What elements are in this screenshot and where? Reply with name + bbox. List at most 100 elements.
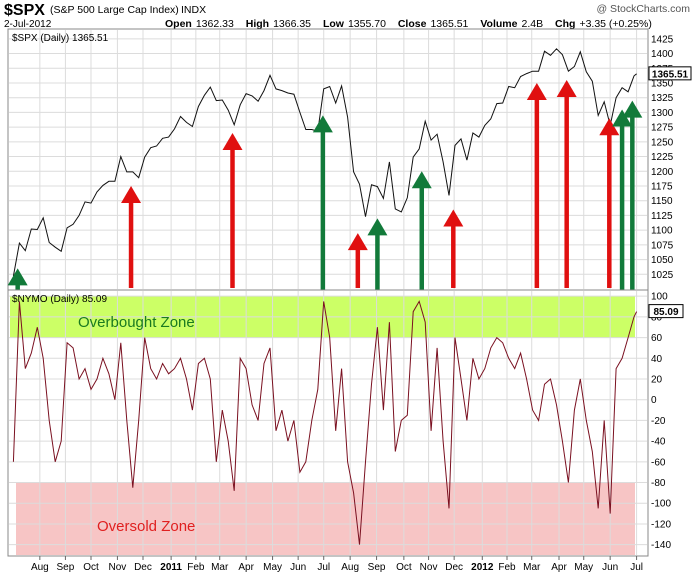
up-arrow-head xyxy=(367,218,388,236)
price-y-tick: 1075 xyxy=(651,240,674,251)
price-y-tick: 1175 xyxy=(651,181,673,192)
x-tick-label: Nov xyxy=(109,562,127,573)
stat-label: Low xyxy=(323,18,345,30)
exchange-label: INDX xyxy=(181,4,206,16)
x-tick-label: Apr xyxy=(551,562,567,573)
x-tick-label: May xyxy=(263,562,282,573)
price-y-tick: 1025 xyxy=(651,270,674,281)
stat-label: High xyxy=(246,18,269,30)
signal-arrows xyxy=(7,80,643,300)
chart-header: $SPX (S&P 500 Large Cap Index) INDX @ St… xyxy=(4,2,690,30)
x-tick-label: Mar xyxy=(523,562,541,573)
up-arrow-head xyxy=(612,109,633,127)
nymo-last-value-box xyxy=(648,304,684,319)
down-arrow-head xyxy=(599,118,620,136)
oversold-zone-label: Oversold Zone xyxy=(97,518,195,535)
date-label: 2-Jul-2012 xyxy=(4,19,52,30)
price-y-tick: 1325 xyxy=(651,93,674,104)
x-tick-label: 2011 xyxy=(160,562,182,573)
date-x-axis: Aug Sep Oct Nov Dec 2011 Feb Mar Apr May Jun Jul Aug… xyxy=(31,556,643,573)
down-arrow-head xyxy=(443,209,464,227)
nymo-y-tick: 60 xyxy=(651,333,663,344)
x-tick-label: Jul xyxy=(317,562,330,573)
price-y-tick: 1125 xyxy=(651,211,673,222)
stat-value: 1366.35 xyxy=(273,18,311,30)
price-y-tick: 1250 xyxy=(651,137,674,148)
price-y-tick: 1200 xyxy=(651,167,674,178)
stat-label: Close xyxy=(398,18,427,30)
up-arrow-head xyxy=(622,100,643,118)
x-tick-label: Apr xyxy=(238,562,254,573)
spx-price-panel: 1025 1050 1075 1100 1125 1150 1175 1200 1225 1250… xyxy=(7,28,692,300)
x-tick-label: Sep xyxy=(57,562,75,573)
price-y-tick: 1350 xyxy=(651,78,674,89)
nymo-gridlines xyxy=(9,291,647,555)
x-tick-label: Sep xyxy=(368,562,386,573)
price-y-tick: 1275 xyxy=(651,123,674,134)
up-arrow-head xyxy=(7,268,28,286)
overbought-zone-label: Overbought Zone xyxy=(78,314,195,331)
price-panel-frame xyxy=(7,28,649,291)
spx-price-line xyxy=(12,48,637,277)
x-tick-label: Aug xyxy=(31,562,49,573)
spx-legend: $SPX (Daily) 1365.51 xyxy=(12,33,109,44)
nymo-line xyxy=(12,300,638,545)
nymo-y-axis: -140-120-100-80-60-40-20020406080100 xyxy=(651,292,671,551)
spx-last-value: 1365.51 xyxy=(652,69,689,80)
stockcharts-watermark: @ StockCharts.com xyxy=(596,3,690,15)
stat-value: 2.4B xyxy=(521,18,543,30)
symbol-title: $SPX xyxy=(4,2,45,19)
nymo-y-tick: 40 xyxy=(651,354,663,365)
down-arrow-head xyxy=(526,82,547,100)
x-tick-label: Oct xyxy=(83,562,99,573)
x-tick-label: Oct xyxy=(396,562,412,573)
x-tick-label: Feb xyxy=(498,562,516,573)
x-tick-label: Nov xyxy=(420,562,438,573)
x-tick-label: Mar xyxy=(211,562,229,573)
nymo-y-tick: -120 xyxy=(651,519,671,530)
down-arrow-head xyxy=(556,80,577,98)
stat-label: Chg xyxy=(555,18,575,30)
stat-label: Volume xyxy=(480,18,517,30)
nymo-y-tick: 20 xyxy=(651,375,663,386)
nymo-y-tick: -60 xyxy=(651,457,666,468)
symbol-name: (S&P 500 Large Cap Index) xyxy=(50,4,179,16)
nymo-legend: $NYMO (Daily) 85.09 xyxy=(12,294,107,305)
nymo-y-tick: 100 xyxy=(651,292,668,303)
up-arrow-head xyxy=(312,115,333,133)
price-y-tick: 1050 xyxy=(651,255,674,266)
price-y-tick: 1400 xyxy=(651,49,674,60)
down-arrow-head xyxy=(347,233,368,251)
nymo-y-tick: -80 xyxy=(651,478,666,489)
stat-value: +3.35 (+0.25%) xyxy=(579,18,651,30)
nymo-y-tick: -140 xyxy=(651,540,671,551)
x-tick-label: May xyxy=(574,562,593,573)
nymo-y-tick: -20 xyxy=(651,416,666,427)
x-tick-label: Jun xyxy=(290,562,306,573)
price-y-axis: 1025 1050 1075 1100 1125 1150 1175 1200 1225 1250… xyxy=(651,34,674,280)
x-tick-label: Dec xyxy=(445,562,463,573)
nymo-y-tick: -40 xyxy=(651,437,666,448)
x-tick-label: 2012 xyxy=(471,562,494,573)
x-tick-label: Dec xyxy=(134,562,152,573)
x-tick-label: Jun xyxy=(602,562,618,573)
price-y-tick: 1300 xyxy=(651,108,674,119)
ohlc-stats: Open 1362.33 High 1366.35 Low 1355.70 Close… xyxy=(165,18,652,30)
stat-value: 1365.51 xyxy=(430,18,468,30)
nymo-y-tick: 0 xyxy=(651,395,657,406)
up-arrow-head xyxy=(411,171,432,189)
down-arrow-head xyxy=(222,133,243,151)
price-y-tick: 1100 xyxy=(651,226,673,237)
down-arrow-head xyxy=(121,185,142,203)
x-tick-label: Aug xyxy=(341,562,359,573)
nymo-last-value: 85.09 xyxy=(653,307,678,318)
nymo-panel: -140-120-100-80-60-40-20020406080100 Ove… xyxy=(7,289,684,557)
nymo-y-tick: -100 xyxy=(651,499,671,510)
price-y-tick: 1150 xyxy=(651,196,673,207)
price-gridlines xyxy=(9,30,647,289)
price-y-tick: 1425 xyxy=(651,34,674,45)
stat-value: 1362.33 xyxy=(196,18,234,30)
stat-value: 1355.70 xyxy=(348,18,386,30)
